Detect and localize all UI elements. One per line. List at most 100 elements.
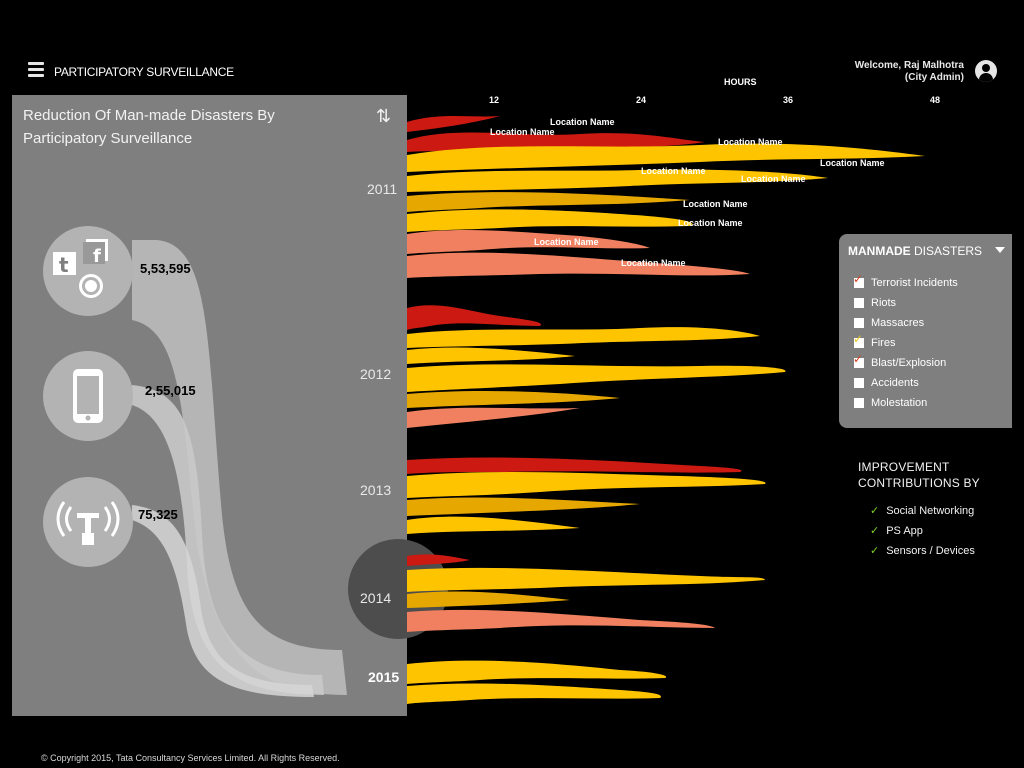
- location-label[interactable]: Location Name: [678, 218, 743, 228]
- svg-text:t: t: [59, 253, 69, 277]
- checkbox[interactable]: [854, 318, 864, 328]
- hours-tick: 24: [635, 95, 647, 105]
- filter-riots[interactable]: Riots: [854, 295, 896, 311]
- stream: [407, 327, 760, 348]
- stream: [407, 660, 667, 684]
- app-count: 2,55,015: [145, 383, 196, 398]
- location-label[interactable]: Location Name: [741, 174, 806, 184]
- manmade-disasters-filter: MANMADE DISASTERS ✓ Terrorist Incidents …: [839, 234, 1012, 428]
- filter-label: Terrorist Incidents: [871, 277, 958, 289]
- improvement-title: IMPROVEMENT CONTRIBUTIONS BY: [858, 460, 980, 490]
- stream: [407, 471, 766, 498]
- stream: [407, 347, 575, 364]
- app-header: PARTICIPATORY SURVEILLANCE Welcome, Raj …: [0, 0, 1024, 94]
- stream: [407, 683, 661, 704]
- sensor-circle: [43, 477, 133, 567]
- checkbox[interactable]: [854, 398, 864, 408]
- app-title: PARTICIPATORY SURVEILLANCE: [54, 65, 234, 79]
- year-label-2013[interactable]: 2013: [360, 482, 392, 498]
- checkbox[interactable]: ✓: [853, 332, 864, 348]
- sort-icon[interactable]: ⇅: [376, 106, 392, 126]
- stream: [407, 554, 470, 566]
- stream: [407, 609, 715, 632]
- location-label[interactable]: Location Name: [534, 237, 599, 247]
- stream: [407, 497, 640, 516]
- social-media-icon: t f: [53, 239, 108, 298]
- year-label-2015[interactable]: 2015: [368, 669, 400, 685]
- hours-axis-title: HOURS: [724, 77, 757, 87]
- improvement-item-app: ✓ PS App: [870, 524, 923, 537]
- stream: [407, 391, 620, 408]
- sensor-flow: [132, 505, 314, 697]
- location-label[interactable]: Location Name: [550, 117, 615, 127]
- year-label-2014[interactable]: 2014: [360, 590, 392, 606]
- location-label[interactable]: Location Name: [718, 137, 783, 147]
- sensor-tower-icon: [56, 501, 120, 545]
- filter-label: Riots: [871, 297, 897, 309]
- improvement-label: Social Networking: [886, 505, 975, 517]
- improvement-label: PS App: [886, 525, 923, 537]
- copyright: © Copyright 2015, Tata Consultancy Servi…: [41, 753, 340, 763]
- filter-massacres[interactable]: Massacres: [854, 315, 924, 331]
- hours-tick: 36: [782, 95, 794, 105]
- check-icon: ✓: [870, 525, 880, 537]
- year-label-2012[interactable]: 2012: [360, 366, 392, 382]
- filter-title: MANMADE DISASTERS: [848, 244, 982, 258]
- sensor-count: 75,325: [138, 507, 178, 522]
- reduction-panel: Reduction Of Man-made Disasters By Parti…: [12, 95, 407, 716]
- stream: [407, 591, 570, 608]
- check-icon: ✓: [870, 545, 880, 557]
- filter-molestation[interactable]: Molestation: [854, 395, 927, 411]
- filter-terrorist-incidents[interactable]: ✓ Terrorist Incidents: [853, 272, 958, 291]
- stream: [407, 457, 742, 474]
- year-2011-streams: [407, 116, 925, 278]
- stream: [407, 567, 765, 592]
- filter-label: Molestation: [871, 397, 928, 409]
- location-label[interactable]: Location Name: [490, 127, 555, 137]
- contribution-flows: [132, 240, 347, 697]
- filter-fires[interactable]: ✓ Fires: [853, 332, 896, 351]
- filter-title-rest: DISASTERS: [910, 244, 983, 258]
- filter-label: Fires: [871, 337, 896, 349]
- filter-label: Accidents: [871, 377, 919, 389]
- welcome-role: (City Admin): [904, 72, 964, 83]
- year-2014-streams: [407, 554, 765, 632]
- improvement-label: Sensors / Devices: [886, 545, 975, 557]
- checkbox[interactable]: [854, 378, 864, 388]
- filter-blast-explosion[interactable]: ✓ Blast/Explosion: [853, 352, 947, 371]
- welcome-text: Welcome, Raj Malhotra (City Admin): [855, 60, 964, 84]
- location-label[interactable]: Location Name: [641, 166, 706, 176]
- check-icon: ✓: [870, 505, 880, 517]
- stream: [407, 364, 786, 392]
- stream: [407, 230, 650, 254]
- stream: [407, 407, 580, 428]
- checkbox[interactable]: [854, 298, 864, 308]
- location-label[interactable]: Location Name: [621, 258, 686, 268]
- menu-icon[interactable]: [28, 62, 44, 78]
- filter-label: Blast/Explosion: [871, 357, 947, 369]
- smartphone-icon: [73, 369, 103, 423]
- filter-accidents[interactable]: Accidents: [854, 375, 919, 391]
- stream: [407, 209, 693, 232]
- smartphone-circle: [43, 351, 133, 441]
- social-count: 5,53,595: [140, 261, 191, 276]
- location-label[interactable]: Location Name: [683, 199, 748, 209]
- hours-tick: 48: [929, 95, 941, 105]
- stream: [407, 116, 500, 132]
- stream: [407, 305, 541, 330]
- stream: [407, 192, 690, 212]
- chevron-down-icon[interactable]: [995, 247, 1005, 253]
- user-avatar-icon[interactable]: [975, 60, 997, 82]
- year-2013-streams: [407, 457, 766, 534]
- checkbox[interactable]: ✓: [853, 272, 864, 288]
- improvement-item-sensors: ✓ Sensors / Devices: [870, 544, 975, 557]
- improvement-item-social: ✓ Social Networking: [870, 504, 974, 517]
- panel-title: Reduction Of Man-made Disasters By Parti…: [23, 107, 275, 147]
- svg-text:f: f: [93, 246, 101, 267]
- checkbox[interactable]: ✓: [853, 352, 864, 368]
- social-media-circle: t f: [43, 226, 133, 316]
- location-label[interactable]: Location Name: [820, 158, 885, 168]
- year-2012-streams: [407, 305, 786, 428]
- year-label-2011[interactable]: 2011: [367, 181, 398, 197]
